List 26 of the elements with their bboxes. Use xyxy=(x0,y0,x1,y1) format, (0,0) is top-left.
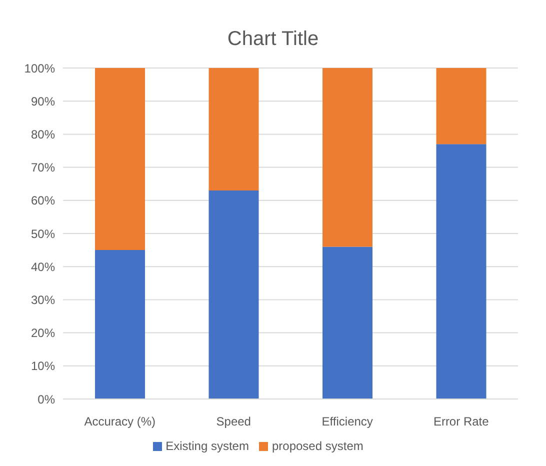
bar xyxy=(322,68,372,247)
legend-label: proposed system xyxy=(272,439,364,453)
bar xyxy=(322,246,372,399)
y-tick-label: 100% xyxy=(24,61,56,76)
y-tick-label: 10% xyxy=(30,359,56,374)
x-tick-label: Efficiency xyxy=(322,414,373,429)
y-tick-label: 0% xyxy=(38,392,56,406)
bar xyxy=(95,68,145,250)
y-tick-label: 80% xyxy=(30,127,56,142)
y-tick-label: 40% xyxy=(30,260,56,274)
y-tick-label: 20% xyxy=(30,326,56,340)
chart-title: Chart Title xyxy=(226,27,320,52)
x-tick-label: Error Rate xyxy=(433,414,490,429)
x-tick-label: Accuracy (%) xyxy=(84,414,156,429)
bar xyxy=(208,190,259,399)
bar xyxy=(95,250,145,399)
bar xyxy=(208,68,259,190)
y-tick-label: 90% xyxy=(30,94,56,108)
x-tick-label: Speed xyxy=(216,414,251,429)
legend-label: Existing system xyxy=(166,439,249,453)
bar xyxy=(436,144,486,399)
y-tick-label: 60% xyxy=(30,194,56,208)
y-tick-label: 30% xyxy=(30,292,56,307)
bar xyxy=(436,68,486,144)
y-tick-label: 70% xyxy=(30,160,56,175)
y-tick-label: 50% xyxy=(30,226,56,241)
